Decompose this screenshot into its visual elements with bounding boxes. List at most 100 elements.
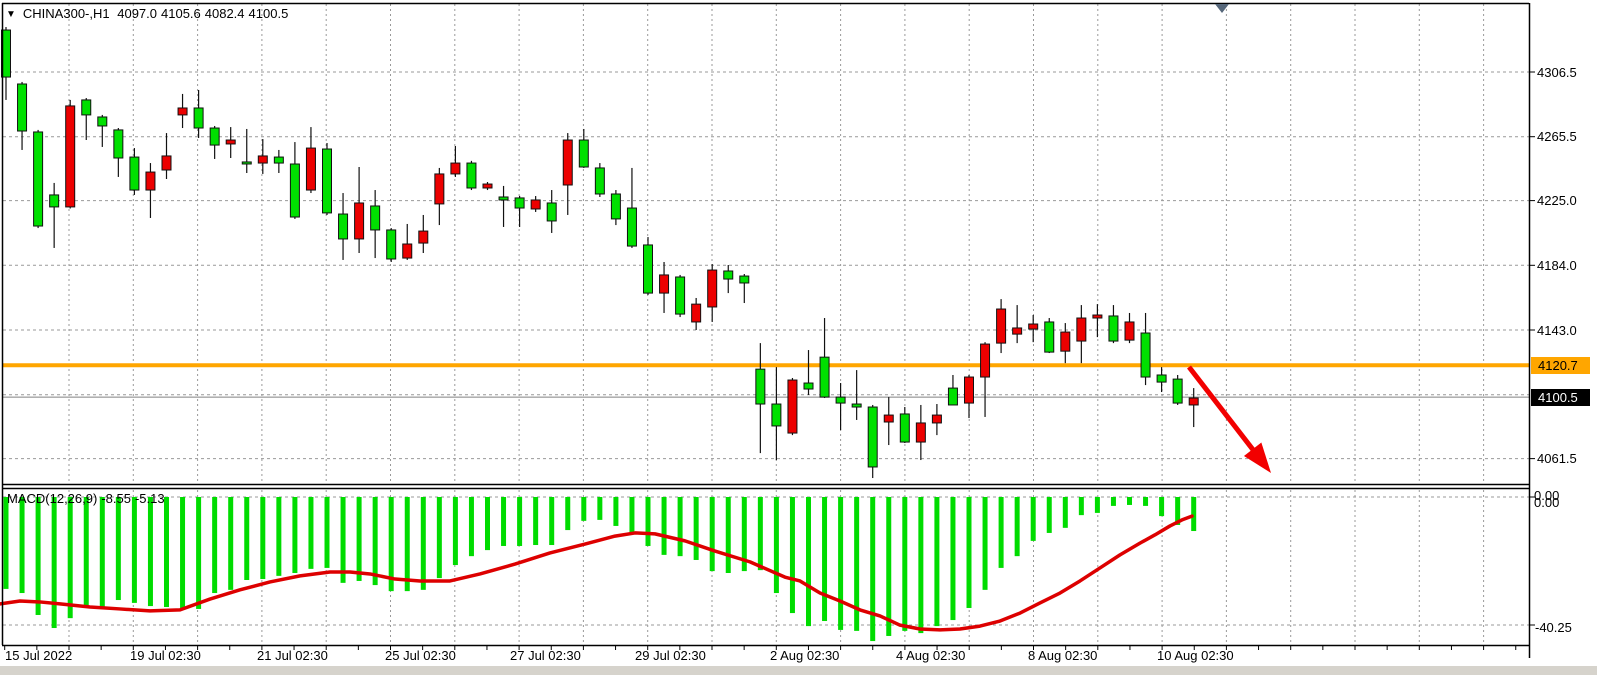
macd-histogram-bar (164, 497, 169, 608)
macd-histogram-bar (1030, 497, 1036, 541)
macd-histogram-bar (1191, 497, 1197, 532)
candle-body (1076, 317, 1087, 342)
candle-body (1060, 331, 1071, 352)
bottom-strip-rect (0, 666, 1597, 675)
macd-histogram-bar (693, 497, 699, 560)
candle-body (707, 269, 718, 308)
time-axis-label: 10 Aug 02:30 (1157, 648, 1234, 663)
current-price-badge: 4100.5 (1531, 388, 1590, 406)
time-axis-label: 21 Jul 02:30 (257, 648, 328, 663)
macd-histogram-bar (1110, 497, 1116, 506)
chart-shift-marker-icon[interactable] (1215, 4, 1229, 13)
macd-histogram-bar (709, 497, 715, 572)
candle-body (273, 156, 284, 164)
symbol-name: CHINA300-,H1 (22, 6, 110, 21)
candle-body (691, 303, 702, 323)
candle-body (81, 99, 92, 116)
macd-histogram-bar (212, 497, 218, 594)
macd-histogram-bar (838, 497, 844, 630)
macd-histogram-bar (645, 497, 651, 546)
candle-body (482, 183, 493, 189)
macd-histogram-bar (886, 497, 892, 636)
candle-body (65, 105, 76, 208)
candle-body (819, 356, 830, 398)
macd-histogram-bar (870, 497, 876, 642)
candle-body (209, 127, 220, 146)
macd-histogram-bar (196, 497, 202, 609)
candle-body (466, 162, 477, 189)
macd-histogram-bar (773, 497, 779, 594)
macd-histogram-bar (468, 497, 474, 557)
macd-histogram-bar (260, 497, 266, 580)
candle-body (434, 173, 445, 205)
chart-title: ▼ CHINA300-,H1 4097.0 4105.6 4082.4 4100.5 (6, 6, 292, 21)
candle-body (530, 199, 541, 210)
time-axis-label: 29 Jul 02:30 (635, 648, 706, 663)
trend-arrow-shaft (1187, 365, 1258, 454)
candle-body (626, 207, 637, 247)
candle-body (338, 213, 349, 240)
price-axis-label: 4265.5 (1537, 129, 1577, 145)
candle-body (851, 403, 862, 408)
price-axis-label: 4184.0 (1537, 257, 1577, 273)
macd-histogram-bar (1159, 497, 1165, 517)
macd-histogram-bar (147, 497, 153, 607)
macd-histogram-bar (131, 497, 137, 603)
candle-body (787, 379, 798, 434)
candle-body (1188, 397, 1199, 406)
candle-body (594, 167, 605, 195)
candle-body (498, 196, 509, 201)
candle-body (1092, 314, 1103, 319)
candle-body (610, 193, 621, 220)
macd-histogram-bar (549, 497, 555, 546)
candle-body (97, 116, 108, 127)
macd-axis-zero-label-2: 0.00 (1534, 495, 1560, 510)
macd-histogram-bar (757, 497, 763, 571)
candle-body (161, 155, 172, 171)
candle-body (755, 368, 766, 405)
time-axis-label: 27 Jul 02:30 (510, 648, 581, 663)
macd-histogram-bar (1094, 497, 1100, 513)
price-axis-label: 4306.5 (1537, 64, 1577, 80)
candle-body (225, 139, 236, 145)
macd-histogram-bar (517, 497, 523, 546)
symbol-dropdown-icon[interactable]: ▼ (6, 9, 16, 20)
macd-histogram-bar (485, 497, 490, 551)
candle-body (289, 163, 300, 218)
macd-histogram-bar (404, 497, 410, 592)
macd-histogram-bar (725, 497, 731, 574)
candle-body (33, 131, 44, 227)
time-axis-label: 4 Aug 02:30 (896, 648, 966, 663)
macd-histogram-bar (51, 497, 57, 629)
candle-body (915, 422, 926, 443)
macd-histogram-bar (822, 497, 828, 622)
macd-signal-value: -5.13 (134, 491, 165, 506)
candle-body (1140, 332, 1151, 378)
candle-body (1012, 327, 1023, 335)
macd-histogram-bar (3, 497, 9, 589)
candle-body (177, 107, 188, 116)
candle-body (771, 403, 782, 427)
trend-arrow-head (1243, 442, 1271, 473)
macd-histogram-bar (35, 497, 41, 615)
macd-histogram-bar (854, 497, 860, 631)
macd-histogram-bar (629, 497, 635, 533)
candle-body (418, 230, 429, 244)
macd-histogram-bar (115, 497, 121, 601)
time-axis-label: 15 Jul 2022 (5, 648, 73, 663)
macd-histogram-bar (613, 497, 619, 526)
candle-body (129, 156, 140, 191)
macd-histogram-bar (1062, 497, 1068, 528)
macd-histogram-bar (533, 497, 539, 546)
candle-body (643, 244, 653, 294)
candle-body (803, 382, 814, 390)
macd-histogram-bar (356, 497, 362, 581)
price-axis-label: 4225.0 (1537, 193, 1577, 209)
time-axis-label: 8 Aug 02:30 (1028, 648, 1098, 663)
price-axis-label: 4143.0 (1537, 322, 1577, 338)
macd-histogram-bar (276, 497, 282, 576)
candle-body (675, 276, 686, 315)
